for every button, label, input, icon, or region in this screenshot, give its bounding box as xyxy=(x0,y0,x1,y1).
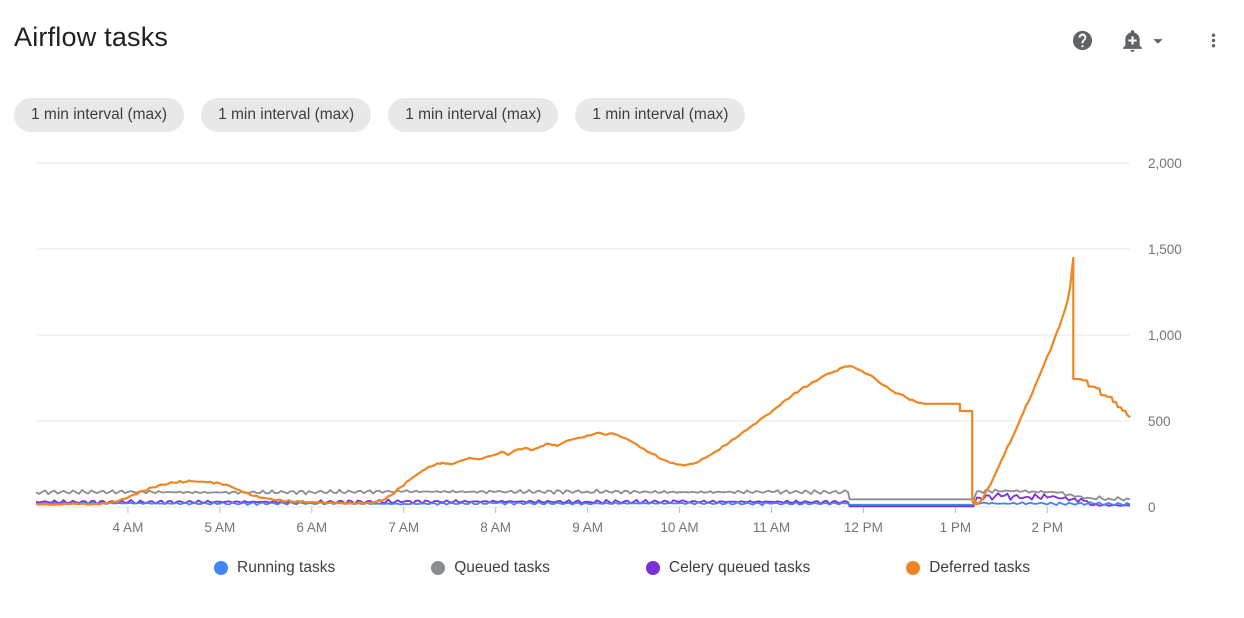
x-axis-label: 8 AM xyxy=(480,520,511,535)
x-axis-label: 12 PM xyxy=(844,520,883,535)
widget-header: Airflow tasks xyxy=(0,0,1244,54)
more-options-button[interactable] xyxy=(1203,30,1224,51)
x-axis-label: 7 AM xyxy=(388,520,419,535)
x-axis-label: 1 PM xyxy=(940,520,972,535)
page-title: Airflow tasks xyxy=(14,22,169,52)
x-axis-label: 9 AM xyxy=(572,520,603,535)
legend-swatch xyxy=(906,561,921,575)
y-axis-label: 1,500 xyxy=(1148,242,1182,257)
y-axis-label: 500 xyxy=(1148,414,1171,429)
interval-chip-deferred[interactable]: 1 min interval (max) xyxy=(575,98,746,132)
series-line-deferred-tasks xyxy=(35,256,1131,506)
legend-label: Queued tasks xyxy=(454,559,550,576)
legend-label: Running tasks xyxy=(237,559,336,576)
series-line-celery-queued-tasks xyxy=(35,492,1131,508)
legend-item-deferred-tasks[interactable]: Deferred tasks xyxy=(906,559,1030,577)
interval-chip-running[interactable]: 1 min interval (max) xyxy=(14,98,185,132)
legend-label: Deferred tasks xyxy=(929,559,1030,576)
y-axis-label: 2,000 xyxy=(1148,156,1182,171)
series-line-running-tasks xyxy=(35,501,1131,507)
legend-swatch xyxy=(645,561,660,575)
chevron-down-icon xyxy=(1147,30,1169,52)
help-button[interactable] xyxy=(1071,29,1094,52)
x-axis-label: 6 AM xyxy=(296,520,327,535)
x-axis-label: 2 PM xyxy=(1032,520,1064,535)
legend-item-queued-tasks[interactable]: Queued tasks xyxy=(431,559,550,577)
interval-chip-queued[interactable]: 1 min interval (max) xyxy=(201,98,372,132)
more-vert-icon xyxy=(1203,30,1224,51)
series-line-queued-tasks xyxy=(35,488,1131,502)
chart-legend: Running tasks Queued tasks Celery queued… xyxy=(0,559,1244,577)
header-actions xyxy=(1071,28,1230,53)
add-alert-button[interactable] xyxy=(1120,28,1145,53)
legend-item-celery-queued-tasks[interactable]: Celery queued tasks xyxy=(645,559,811,577)
x-axis-label: 5 AM xyxy=(204,520,235,535)
chart-area[interactable]: 0 500 1,000 1,500 2,000 4 AM 5 AM 6 AM 7 AM 8 AM 9… xyxy=(0,145,1244,545)
y-axis-label: 0 xyxy=(1148,500,1156,515)
tasks-line-chart[interactable]: 0 500 1,000 1,500 2,000 4 AM 5 AM 6 AM 7 AM 8 AM 9… xyxy=(0,145,1244,545)
interval-chip-celery[interactable]: 1 min interval (max) xyxy=(388,98,559,132)
x-axis-label: 10 AM xyxy=(660,520,698,535)
alert-dropdown-button[interactable] xyxy=(1147,30,1169,52)
help-icon xyxy=(1071,29,1094,52)
legend-item-running-tasks[interactable]: Running tasks xyxy=(214,559,335,577)
legend-swatch xyxy=(214,561,228,575)
legend-swatch xyxy=(431,561,446,575)
x-axis-label: 4 AM xyxy=(113,520,144,535)
interval-chips-row: 1 min interval (max) 1 min interval (max… xyxy=(14,98,1244,132)
legend-label: Celery queued tasks xyxy=(668,559,811,576)
y-axis-label: 1,000 xyxy=(1148,328,1182,343)
add-alert-icon xyxy=(1120,28,1145,53)
x-axis-label: 11 AM xyxy=(753,520,790,535)
